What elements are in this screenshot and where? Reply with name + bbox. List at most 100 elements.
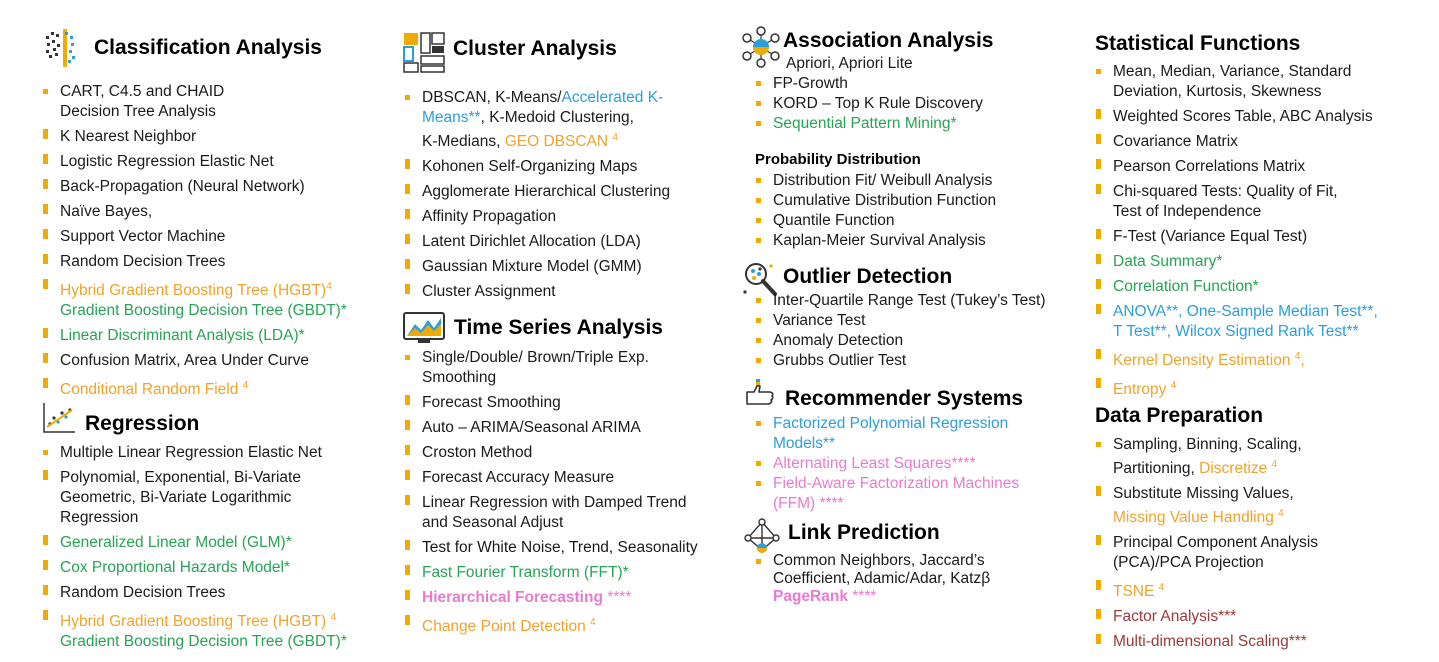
spacer xyxy=(1095,152,1378,164)
recommender-icon xyxy=(746,379,774,405)
probability-list: Distribution Fit/ Weibull Analysis Cumul… xyxy=(755,171,996,251)
spacer xyxy=(404,463,698,475)
list-item: Cluster Assignment xyxy=(404,282,670,302)
list-item: F-Test (Variance Equal Test) xyxy=(1095,227,1378,247)
section-title-dataprep: Data Preparation xyxy=(1095,404,1264,427)
spacer xyxy=(42,578,347,590)
list-item: Conditional Random Field 4 xyxy=(42,376,347,400)
list-item: Data Summary* xyxy=(1095,252,1378,272)
recommender-header: Recommender Systems xyxy=(744,377,1023,411)
list-item: Principal Component Analysis (PCA)/PCA Pr… xyxy=(1095,533,1318,573)
list-item: Pearson Correlations Matrix xyxy=(1095,157,1378,177)
outlier-header: Outlier Detection xyxy=(742,262,952,296)
list-item: Sampling, Binning, Scaling, Partitioning,… xyxy=(1095,435,1318,479)
section-title-regression: Regression xyxy=(85,412,200,435)
list-item: Kernel Density Estimation 4, xyxy=(1095,347,1378,371)
list-item: Variance Test xyxy=(755,311,1046,331)
spacer xyxy=(404,533,698,545)
list-item: Quantile Function xyxy=(755,211,996,231)
list-item: Field-Aware Factorization Machines (FFM) … xyxy=(755,474,1019,514)
dataprep-header: Data Preparation xyxy=(1095,404,1263,428)
list-item: Test for White Noise, Trend, Seasonality xyxy=(404,538,698,558)
spacer xyxy=(1095,127,1378,139)
spacer xyxy=(404,608,698,620)
spacer xyxy=(404,277,670,290)
list-item: Chi-squared Tests: Quality of Fit, Test o… xyxy=(1095,182,1378,222)
spacer xyxy=(1095,371,1378,384)
list-item: Croston Method xyxy=(404,443,698,463)
list-item: Mean, Median, Variance, Standard Deviatio… xyxy=(1095,62,1378,102)
list-item: Factorized Polynomial Regression Models** xyxy=(755,414,1019,454)
list-item: Linear Discriminant Analysis (LDA)* xyxy=(42,326,347,346)
spacer xyxy=(42,147,347,159)
list-item: Forecast Accuracy Measure xyxy=(404,468,698,488)
section-title-time-series: Time Series Analysis xyxy=(454,316,663,339)
classification-header: Classification Analysis xyxy=(42,28,322,68)
spacer xyxy=(42,371,347,384)
list-item: Entropy 4 xyxy=(1095,376,1378,400)
spacer xyxy=(404,583,698,595)
section-title-recommender: Recommender Systems xyxy=(785,387,1024,410)
spacer xyxy=(42,197,347,209)
spacer xyxy=(404,152,670,165)
list-item: Inter-Quartile Range Test (Tukey’s Test) xyxy=(755,291,1046,311)
spacer xyxy=(1095,297,1378,309)
list-item: Weighted Scores Table, ABC Analysis xyxy=(1095,107,1378,127)
list-item: Polynomial, Exponential, Bi-Variate Geome… xyxy=(42,468,347,528)
list-item: Anomaly Detection xyxy=(755,331,1046,351)
list-item: Kohonen Self-Organizing Maps xyxy=(404,157,670,177)
list-item: Multi-dimensional Scaling*** xyxy=(1095,632,1318,652)
outlier-list: Inter-Quartile Range Test (Tukey’s Test)… xyxy=(755,291,1046,371)
list-item: Sequential Pattern Mining* xyxy=(755,114,983,134)
list-item: Random Decision Trees xyxy=(42,252,347,272)
list-item: Gaussian Mixture Model (GMM) xyxy=(404,257,670,277)
link-list: Common Neighbors, Jaccard’s Coefficient, … xyxy=(755,552,990,606)
spacer xyxy=(404,202,670,215)
spacer xyxy=(1095,222,1378,234)
spacer xyxy=(42,463,347,475)
association-list: FP-Growth KORD – Top K Rule Discovery Se… xyxy=(755,74,983,134)
section-title-statistical: Statistical Functions xyxy=(1095,32,1301,55)
probability-title: Probability Distribution xyxy=(755,151,921,168)
list-item: ANOVA**, One-Sample Median Test**, T Test… xyxy=(1095,302,1378,342)
list-item: Factor Analysis*** xyxy=(1095,607,1318,627)
spacer xyxy=(42,222,347,234)
link-header: Link Prediction xyxy=(744,518,940,554)
spacer xyxy=(404,558,698,570)
statistical-header: Statistical Functions xyxy=(1095,32,1300,56)
list-item: Multiple Linear Regression Elastic Net xyxy=(42,443,347,463)
statistical-list: Mean, Median, Variance, Standard Deviatio… xyxy=(1095,62,1378,400)
list-item: Affinity Propagation xyxy=(404,207,670,227)
association-icon xyxy=(742,26,780,68)
spacer xyxy=(42,247,347,259)
spacer xyxy=(404,388,698,400)
list-item: Logistic Regression Elastic Net xyxy=(42,152,347,172)
time-series-header: Time Series Analysis xyxy=(403,312,663,344)
list-item: Alternating Least Squares**** xyxy=(755,454,1019,474)
cluster-list: DBSCAN, K-Means/Accelerated K- Means**, K… xyxy=(404,88,670,302)
list-item: DBSCAN, K-Means/Accelerated K- Means**, K… xyxy=(404,88,670,152)
list-item: Latent Dirichlet Allocation (LDA) xyxy=(404,232,670,252)
spacer xyxy=(404,488,698,500)
spacer xyxy=(1095,102,1378,114)
dataprep-list: Sampling, Binning, Scaling, Partitioning,… xyxy=(1095,435,1318,652)
spacer xyxy=(42,553,347,565)
list-item: Hybrid Gradient Boosting Tree (HGBT)4 Gra… xyxy=(42,277,347,321)
list-item: Hierarchical Forecasting **** xyxy=(404,588,698,608)
spacer xyxy=(1095,247,1378,259)
association-header: Association Analysis xyxy=(742,26,993,68)
spacer xyxy=(404,177,670,190)
time-series-icon xyxy=(403,312,445,343)
spacer xyxy=(42,321,347,334)
spacer xyxy=(1095,272,1378,284)
cluster-header: Cluster Analysis xyxy=(403,32,617,74)
list-item: Generalized Linear Model (GLM)* xyxy=(42,533,347,553)
section-title-association: Association Analysis xyxy=(783,29,994,52)
list-item: Covariance Matrix xyxy=(1095,132,1378,152)
section-title-cluster: Cluster Analysis xyxy=(453,37,617,60)
classification-icon xyxy=(46,29,75,67)
list-item: Correlation Function* xyxy=(1095,277,1378,297)
list-item: Back-Propagation (Neural Network) xyxy=(42,177,347,197)
spacer xyxy=(1095,342,1378,354)
spacer xyxy=(1095,627,1318,640)
